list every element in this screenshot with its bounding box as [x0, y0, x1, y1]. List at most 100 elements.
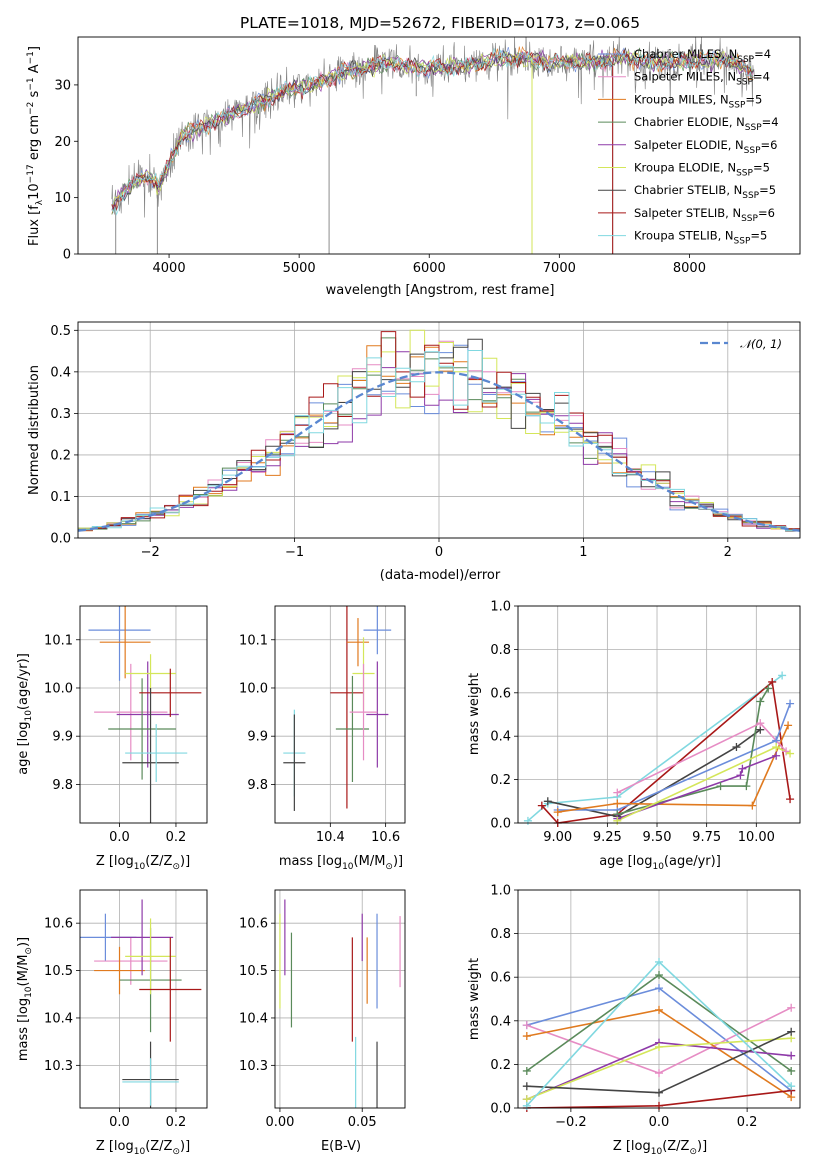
x-axis-label-part: (Z/Z — [145, 854, 172, 869]
y-tick-label: 10.4 — [44, 1011, 73, 1026]
y-tick-label: 10.5 — [239, 964, 268, 979]
y-tick-label: 10.3 — [44, 1059, 73, 1074]
y-axis-label-part: ⊙ — [24, 947, 34, 955]
x-axis-label-part: 10 — [134, 1147, 146, 1157]
y-tick-label: 10.3 — [239, 1059, 268, 1074]
series-marker — [522, 1021, 531, 1030]
series-line — [557, 703, 791, 811]
x-axis-label-part: 10 — [652, 862, 664, 872]
x-axis-label-part: Z [log — [96, 1139, 134, 1154]
x-tick-label: 0.2 — [166, 1115, 187, 1130]
mass-vs-z-axes-frame — [79, 889, 208, 1109]
y-tick-label: 10.1 — [239, 633, 268, 648]
legend-label-part: Salpeter STELIB, N — [634, 206, 741, 220]
legend-label: Salpeter MILES, NSSP=4 — [634, 70, 770, 88]
y-tick-label: 0.2 — [490, 1058, 511, 1073]
y-axis-label-part: (age/yr)] — [16, 653, 31, 710]
y-axis-label-part: −1 — [26, 51, 36, 64]
x-tick-label: 10.4 — [316, 830, 345, 845]
series-marker — [655, 984, 663, 993]
y-axis-label-part: (M/M — [16, 955, 31, 987]
y-tick-label: 0.4 — [490, 1014, 511, 1029]
series-marker — [522, 1101, 531, 1110]
y-axis-label-part: ] — [27, 46, 42, 51]
legend-label: Kroupa STELIB, NSSP=5 — [634, 229, 767, 247]
model-spectrum-line — [111, 48, 754, 216]
massweight-vs-z-axes-frame — [517, 889, 801, 1109]
y-tick-label: 0.0 — [490, 1102, 511, 1117]
x-axis-label-part: )] — [180, 854, 190, 869]
y-tick-label: 1.0 — [490, 884, 511, 899]
series-marker — [655, 1005, 663, 1014]
legend-label: Salpeter ELODIE, NSSP=6 — [634, 138, 777, 156]
model-spectrum-line — [111, 47, 754, 211]
y-tick-label: 0.6 — [490, 971, 511, 986]
legend-label: 𝒩(0, 1) — [740, 337, 782, 351]
series-marker — [655, 957, 663, 966]
legend-label-part: =5 — [745, 92, 762, 106]
y-tick-label: 0.8 — [490, 643, 511, 658]
x-tick-label: −1 — [285, 545, 304, 560]
mass-vs-ebv-axes-frame — [274, 889, 406, 1109]
spectrum-axes-plot-area — [111, 37, 755, 254]
x-tick-label: 0.05 — [348, 1115, 377, 1130]
x-axis-label-part: (M/M — [354, 854, 386, 869]
model-spectrum-line — [111, 50, 754, 207]
y-axis-label-part: −1 — [26, 77, 36, 90]
x-tick-label: 0.0 — [109, 1115, 130, 1130]
x-axis-label-part: mass [log — [279, 854, 342, 869]
x-tick-label: 7000 — [543, 261, 576, 276]
x-axis-label-part: age [log — [599, 854, 652, 869]
series-marker — [716, 782, 725, 791]
x-axis-label-part: Z [log — [96, 854, 134, 869]
x-tick-label: 0.00 — [265, 1115, 294, 1130]
y-axis-label-part: A — [27, 64, 42, 77]
residual-axes-frame — [77, 321, 801, 539]
series-marker — [655, 1088, 663, 1097]
y-axis-label: mass weight — [467, 673, 482, 755]
series-marker — [613, 816, 622, 825]
series-marker — [786, 749, 795, 758]
legend-label-part: =5 — [753, 161, 770, 175]
mass-vs-z-axes: 0.0 0.210.310.410.510.6Z [log10(Z/Z⊙)]mas… — [16, 889, 208, 1157]
age-vs-z-axes-plot-area — [88, 606, 202, 823]
legend-label-part: Kroupa ELODIE, N — [634, 161, 736, 175]
x-tick-label: 2 — [724, 545, 732, 560]
legend-label-part: SSP — [745, 123, 762, 133]
series-marker — [764, 684, 773, 693]
spectrum-axes-frame — [77, 36, 801, 255]
y-axis-label-part: 10 — [27, 183, 42, 200]
legend-label: Chabrier MILES, NSSP=4 — [634, 47, 771, 65]
series-marker — [522, 1032, 531, 1041]
massweight-vs-age-axes-plot-area — [527, 674, 791, 823]
x-tick-label: 1 — [579, 545, 587, 560]
mass-vs-z-axes-plot-area — [80, 899, 202, 1108]
y-tick-label: 9.8 — [52, 778, 73, 793]
age-vs-mass-axes: 10.4 10.6 9.8 9.9 10.0 10.1 mass [log10(M/M⊙)] — [239, 605, 406, 872]
x-tick-label: 0.0 — [109, 830, 130, 845]
series-marker — [787, 1066, 796, 1075]
series-marker — [787, 1051, 796, 1060]
series-marker — [786, 795, 795, 804]
legend-label-part: Chabrier MILES, N — [634, 47, 737, 61]
y-tick-label: 0.2 — [490, 773, 511, 788]
legend-label-part: SSP — [741, 214, 758, 224]
series-marker — [786, 699, 795, 708]
legend-label: Chabrier STELIB, NSSP=5 — [634, 183, 776, 201]
x-axis-label: Z [log10(Z/Z⊙)] — [96, 854, 190, 872]
histogram-step — [78, 350, 800, 531]
legend-label-part: Chabrier ELODIE, N — [634, 115, 745, 129]
model-spectrum-line — [111, 49, 754, 211]
x-tick-label: 0 — [435, 545, 443, 560]
y-axis-label: mass [log10(M/M⊙)] — [16, 937, 34, 1061]
x-axis-label-part: (age/yr)] — [664, 854, 721, 869]
massweight-vs-z-axes: −0.2 0.0 0.2 0.0 0.2 0.4 0.6 0.8 1.0 Z [log10(Z/Z… — [467, 884, 801, 1157]
x-axis-label: (data-model)/error — [380, 568, 501, 583]
legend-label-part: Kroupa MILES, N — [634, 92, 729, 106]
residual-axes: −2 −1 0 1 2 0.0 0.1 0.2 0.3 0.4 0.5 𝒩(0, 1) (data-mo… — [27, 321, 801, 583]
model-spectrum-line — [111, 46, 754, 215]
series-marker — [772, 751, 781, 760]
x-axis-label-part: 10 — [342, 862, 354, 872]
legend-label-part: SSP — [742, 191, 759, 201]
